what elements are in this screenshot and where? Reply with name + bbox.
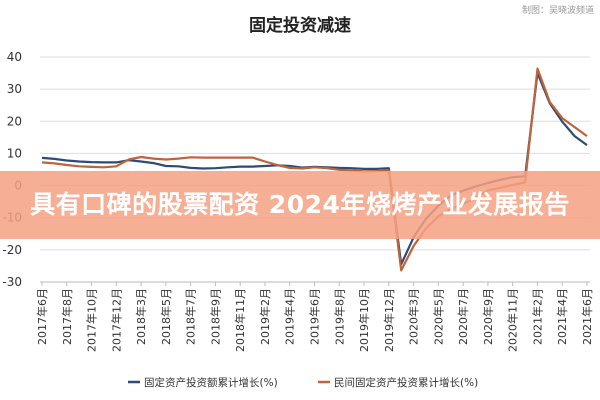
- x-tick-label: 2021年6月: [580, 288, 594, 345]
- x-tick-label: 2019年2月: [258, 288, 272, 345]
- x-tick-label: 2019年10月: [357, 288, 371, 352]
- chart-title: 固定投资减速: [249, 15, 351, 36]
- watermark-text: 制图：吴晓波频道: [522, 4, 594, 16]
- x-tick-label: 2019年4月: [283, 288, 297, 345]
- x-tick-label: 2020年3月: [407, 288, 421, 345]
- x-tick-label: 2018年7月: [184, 288, 198, 345]
- x-tick-label: 2020年9月: [481, 288, 495, 345]
- y-tick-label: 30: [7, 82, 22, 96]
- y-tick-label: 20: [7, 114, 22, 128]
- x-tick-label: 2017年6月: [35, 288, 49, 345]
- x-tick-label: 2020年11月: [506, 288, 520, 352]
- x-tick-label: 2021年2月: [530, 288, 544, 345]
- overlay-banner-text: 具有口碑的股票配资 2024年烧烤产业发展报告: [30, 190, 570, 219]
- x-tick-label: 2018年11月: [233, 288, 247, 352]
- legend: 固定资产投资额累计增长(%) 民间固定资产投资累计增长(%): [128, 376, 478, 389]
- x-tick-label: 2017年8月: [60, 288, 74, 345]
- x-tick-label: 2018年3月: [134, 288, 148, 345]
- y-tick-label: 40: [7, 50, 22, 64]
- x-tick-label: 2018年9月: [208, 288, 222, 345]
- x-tick-label: 2021年4月: [555, 288, 569, 345]
- x-tick-label: 2020年7月: [456, 288, 470, 345]
- overlay-banner: 具有口碑的股票配资 2024年烧烤产业发展报告: [0, 171, 600, 239]
- legend-label-2: 民间固定资产投资累计增长(%): [334, 376, 478, 389]
- legend-label-1: 固定资产投资额累计增长(%): [144, 376, 278, 389]
- y-tick-label: 10: [7, 146, 22, 160]
- y-tick-label: -20: [2, 243, 22, 257]
- x-tick-label: 2019年6月: [308, 288, 322, 345]
- y-axis-ticks: -30-20-10010203040: [2, 50, 22, 289]
- x-axis-ticks: 2017年6月 2017年8月 2017年10月 2017年12月 2018年3月 201…: [35, 282, 594, 352]
- y-tick-label: -30: [2, 275, 22, 289]
- series-line-2: [41, 67, 588, 272]
- x-tick-label: 2019年8月: [332, 288, 346, 345]
- x-tick-label: 2018年5月: [159, 288, 173, 345]
- x-tick-label: 2017年12月: [109, 288, 123, 352]
- grid-lines: [40, 56, 590, 283]
- series-lines: [41, 67, 588, 272]
- x-tick-label: 2020年5月: [431, 288, 445, 345]
- x-tick-label: 2019年12月: [382, 288, 396, 352]
- x-tick-label: 2017年10月: [85, 288, 99, 352]
